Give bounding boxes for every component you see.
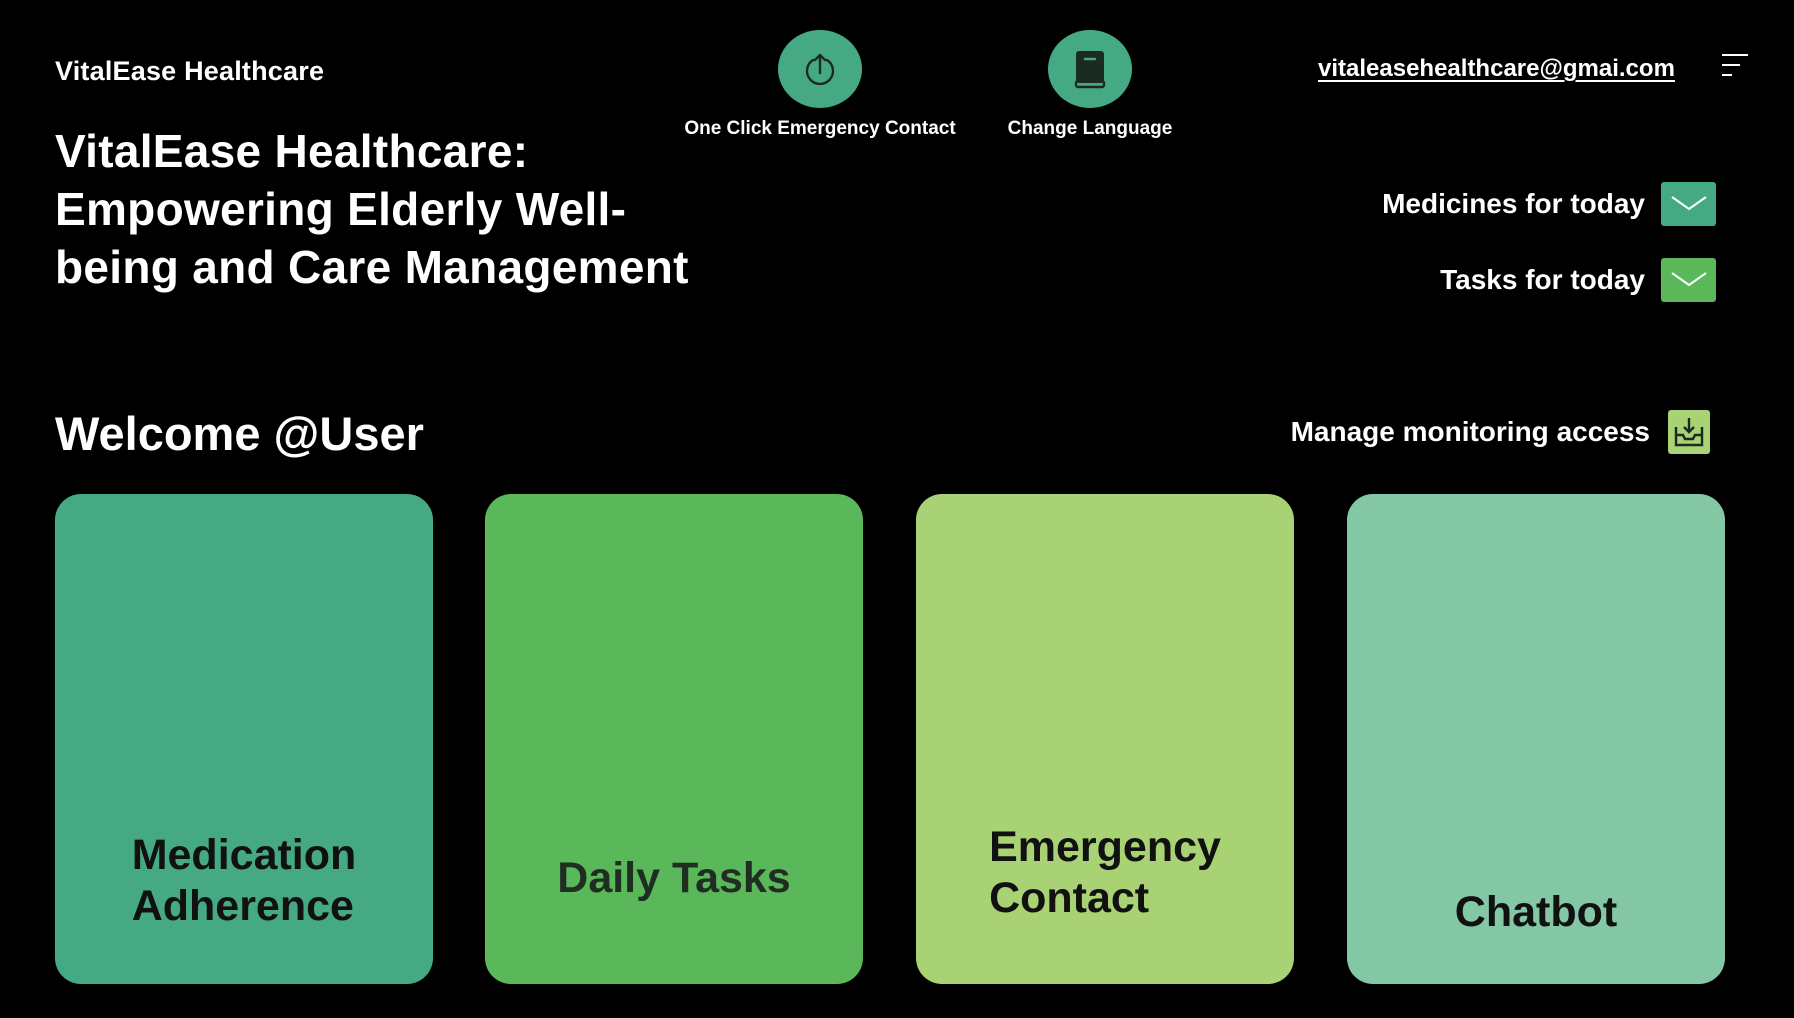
chatbot-card[interactable]: Chatbot [1347, 494, 1725, 984]
welcome-heading: Welcome @User [55, 407, 424, 460]
tasks-today-label: Tasks for today [1440, 264, 1645, 295]
card-label: Chatbot [1454, 888, 1618, 936]
medicines-today-label: Medicines for today [1382, 188, 1645, 219]
inbox-download-icon[interactable] [1668, 410, 1710, 454]
email-link[interactable]: vitaleasehealthcare@gmai.com [1318, 55, 1675, 82]
manage-monitoring-label: Manage monitoring access [1290, 416, 1650, 447]
emergency-label: One Click Emergency Contact [684, 118, 956, 139]
hero-title: VitalEase Healthcare: Empowering Elderly… [55, 125, 689, 293]
one-click-emergency-button[interactable]: One Click Emergency Contact [670, 30, 970, 140]
emergency-circle[interactable] [778, 30, 862, 108]
emergency-contact-card[interactable]: Emergency Contact [916, 494, 1294, 984]
card-label: Daily Tasks [557, 854, 791, 902]
card-label-line: Emergency [989, 823, 1221, 871]
card-label: Emergency Contact [989, 822, 1221, 924]
book-icon [1074, 51, 1106, 89]
medicines-today-row[interactable]: Medicines for today [1382, 182, 1716, 226]
card-label-line: Contact [989, 874, 1150, 922]
medication-adherence-card[interactable]: Medication Adherence [55, 494, 433, 984]
change-language-button[interactable]: Change Language [990, 30, 1190, 140]
language-label: Change Language [1007, 118, 1173, 139]
menu-button[interactable] [1720, 52, 1750, 80]
envelope-icon[interactable] [1661, 182, 1716, 226]
upload-icon [805, 53, 835, 86]
language-circle[interactable] [1048, 30, 1132, 108]
card-label-line: Adherence [131, 882, 354, 930]
manage-monitoring-row[interactable]: Manage monitoring access [1291, 410, 1710, 454]
tasks-today-row[interactable]: Tasks for today [1440, 258, 1716, 302]
menu-icon [1722, 54, 1748, 76]
envelope-icon[interactable] [1661, 258, 1716, 302]
card-label: Medication Adherence [132, 830, 357, 932]
card-label-line: Medication [131, 831, 357, 879]
daily-tasks-card[interactable]: Daily Tasks [485, 494, 863, 984]
brand-name: VitalEase Healthcare [55, 56, 325, 86]
